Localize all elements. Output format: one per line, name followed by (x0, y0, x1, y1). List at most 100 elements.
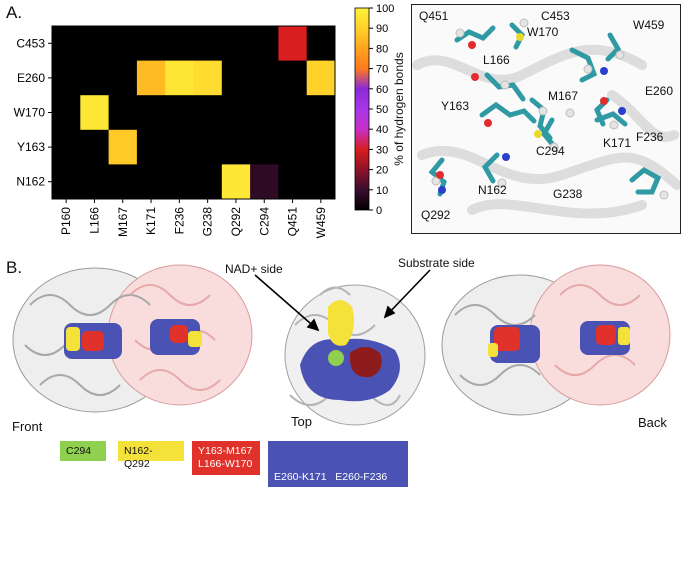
y-tick-label: N162 (16, 175, 45, 189)
x-tick-labels: P160 L166 M167 K171 F236 G238 Q292 C294 Q451 W459 (59, 199, 328, 238)
legend-n162-q292: N162-Q292 (118, 441, 184, 470)
heatmap-cell (52, 60, 81, 96)
heatmap-cell (250, 26, 279, 62)
legend-line: L166-W170 (198, 458, 253, 470)
heatmap-cell (108, 95, 138, 131)
colorbar-tick-label: 100 (376, 3, 394, 15)
heatmap-cell (108, 129, 138, 165)
heatmap-cell (108, 60, 138, 96)
heatmap-cell (52, 129, 81, 165)
legend-line: E260-K171 E260-F236 (274, 471, 388, 483)
heatmap-cell (80, 164, 110, 200)
heatmap-cell (52, 26, 81, 62)
heatmap-chart: C453 E260 W170 Y163 N162 P160 L166 M167 K171 F23… (14, 3, 406, 238)
colorbar-tick-label: 70 (376, 64, 388, 76)
heatmap-cell (306, 129, 336, 165)
colorbar-tick-label: 50 (376, 104, 388, 116)
heatmap-cell (80, 129, 110, 165)
heatmap-cell (250, 60, 279, 96)
heatmap-cell (193, 129, 223, 165)
heatmap-cell (193, 164, 223, 200)
heatmap-cell (165, 95, 194, 131)
residue-structure-panel (411, 4, 681, 234)
heatmap-cell (278, 129, 308, 165)
substrate-side-label: Substrate side (398, 256, 475, 270)
heatmap-cell (278, 95, 308, 131)
heatmap-cell (221, 164, 251, 200)
y-tick-label: W170 (14, 106, 46, 120)
back-view-render (441, 264, 671, 416)
heatmap-cell (80, 26, 110, 62)
colorbar-tick-label: 60 (376, 84, 388, 96)
heatmap-cell (136, 60, 166, 96)
x-tick-label: M167 (116, 207, 130, 237)
legend-line: Y163-M167 (198, 445, 253, 457)
front-view-label: Front (12, 419, 43, 434)
heatmap-cell (136, 129, 166, 165)
heatmap-cell (136, 95, 166, 131)
colorbar-tick-label: 40 (376, 124, 388, 136)
heatmap-cell (221, 129, 251, 165)
panel-a-label: A. (6, 3, 23, 22)
y-tick-label: C453 (16, 36, 45, 50)
colorbar-tick-label: 90 (376, 23, 388, 35)
colorbar-tick-label: 10 (376, 185, 388, 197)
heatmap-cell (306, 95, 336, 131)
heatmap-cell (136, 26, 166, 62)
colorbar-tick-label: 30 (376, 144, 388, 156)
legend-e260-group: E260-K171 E260-F236 E260-G238 E260-W459 … (268, 441, 408, 561)
x-tick-label: C294 (257, 207, 271, 236)
panel-b-label: B. (6, 258, 23, 277)
heatmap-cell (165, 164, 194, 200)
heatmap-cell (221, 60, 251, 96)
x-tick-label: Q451 (286, 207, 300, 237)
heatmap-cell (193, 60, 223, 96)
legend-line: E260-G238 E260-W459 (274, 510, 392, 522)
heatmap-cell (221, 95, 251, 131)
legend-line: Q451-C453 (274, 549, 329, 561)
heatmap-cell (278, 164, 308, 200)
top-view-render (284, 284, 426, 426)
colorbar (354, 7, 370, 211)
heatmap-cell (108, 26, 138, 62)
heatmap-cell (278, 60, 308, 96)
x-tick-label: F236 (172, 207, 186, 235)
x-tick-label: K171 (144, 207, 158, 235)
nad-side-label: NAD+ side (225, 262, 283, 276)
heatmap-cell (52, 164, 81, 200)
legend-y163-m167: Y163-M167 L166-W170 (192, 441, 260, 475)
heatmap-cell (193, 26, 223, 62)
heatmap-cell (306, 26, 336, 62)
x-tick-label: L166 (87, 207, 101, 234)
legend-line: N162-Q292 (124, 445, 153, 470)
y-tick-label: Y163 (17, 140, 45, 154)
heatmap-cell (278, 26, 308, 62)
colorbar-label: % of hydrogen bonds (392, 52, 406, 165)
legend-line: C294 (66, 445, 92, 457)
heatmap-cell (250, 164, 279, 200)
residue-structure-render (412, 18, 680, 219)
heatmap-cell (80, 95, 110, 131)
colorbar-tick-label: 80 (376, 43, 388, 55)
heatmap-cell (165, 60, 194, 96)
top-view-label: Top (291, 414, 312, 429)
heatmap-cell (165, 129, 194, 165)
heatmap-cell (165, 26, 194, 62)
heatmap-cell (193, 95, 223, 131)
heatmap-cell (306, 164, 336, 200)
heatmap-cells (52, 26, 336, 200)
front-view-render (12, 264, 253, 413)
colorbar-tick-label: 20 (376, 165, 388, 177)
y-tick-labels: C453 E260 W170 Y163 N162 (14, 36, 52, 189)
heatmap-cell (52, 95, 81, 131)
annotation-arrows (254, 269, 431, 332)
heatmap-cell (250, 129, 279, 165)
heatmap-cell (306, 60, 336, 96)
heatmap-cell (80, 60, 110, 96)
structure-views (12, 264, 671, 426)
x-tick-label: W459 (314, 207, 328, 239)
back-view-label: Back (638, 415, 667, 430)
x-tick-label: P160 (59, 207, 73, 235)
heatmap-cell (108, 164, 138, 200)
